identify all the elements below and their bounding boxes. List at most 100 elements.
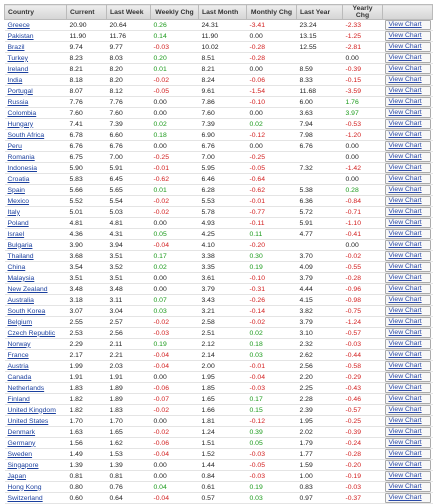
- view-chart-button[interactable]: View Chart: [384, 438, 431, 448]
- country-link[interactable]: Spain: [7, 186, 25, 194]
- value-cell: 3.94: [106, 239, 151, 251]
- country-link[interactable]: Hong Kong: [7, 483, 42, 491]
- country-link[interactable]: Canada: [7, 373, 32, 381]
- view-chart-button[interactable]: View Chart: [384, 229, 431, 239]
- view-chart-button[interactable]: View Chart: [384, 273, 431, 283]
- country-link[interactable]: Croatia: [7, 175, 30, 183]
- column-header[interactable]: Country: [4, 4, 67, 20]
- view-chart-button[interactable]: View Chart: [384, 207, 431, 217]
- country-link[interactable]: Poland: [7, 219, 29, 227]
- country-link[interactable]: Brazil: [7, 43, 25, 51]
- view-chart-button[interactable]: View Chart: [384, 361, 431, 371]
- column-header[interactable]: Current: [66, 4, 107, 20]
- view-chart-button[interactable]: View Chart: [384, 427, 431, 437]
- value-cell: -0.39: [342, 426, 383, 438]
- country-link[interactable]: Austria: [7, 362, 29, 370]
- country-link[interactable]: Norway: [7, 340, 31, 348]
- view-chart-button[interactable]: View Chart: [384, 493, 431, 503]
- country-link[interactable]: Hungary: [7, 120, 34, 128]
- country-link[interactable]: Malaysia: [7, 274, 35, 282]
- country-link[interactable]: China: [7, 263, 26, 271]
- country-link[interactable]: South Korea: [7, 307, 46, 315]
- country-link[interactable]: Peru: [7, 142, 22, 150]
- column-header[interactable]: Last Year: [296, 4, 343, 20]
- view-chart-button[interactable]: View Chart: [384, 372, 431, 382]
- view-chart-button[interactable]: View Chart: [384, 119, 431, 129]
- country-link[interactable]: Greece: [7, 21, 30, 29]
- view-chart-button[interactable]: View Chart: [384, 482, 431, 492]
- column-header[interactable]: Monthly Chg: [246, 4, 297, 20]
- view-chart-button[interactable]: View Chart: [384, 449, 431, 459]
- value-cell: 2.62: [296, 349, 343, 361]
- view-chart-button[interactable]: View Chart: [384, 394, 431, 404]
- country-link[interactable]: Mexico: [7, 197, 30, 205]
- view-chart-button[interactable]: View Chart: [384, 218, 431, 228]
- country-link[interactable]: Thailand: [7, 252, 34, 260]
- view-chart-button[interactable]: View Chart: [384, 240, 431, 250]
- view-chart-button[interactable]: View Chart: [384, 383, 431, 393]
- view-chart-button[interactable]: View Chart: [384, 262, 431, 272]
- country-link[interactable]: Bulgaria: [7, 241, 33, 249]
- country-link[interactable]: Portugal: [7, 87, 33, 95]
- country-link[interactable]: Pakistan: [7, 32, 34, 40]
- country-link[interactable]: New Zealand: [7, 285, 48, 293]
- country-link[interactable]: Colombia: [7, 109, 37, 117]
- country-link[interactable]: United States: [7, 417, 49, 425]
- view-chart-button[interactable]: View Chart: [384, 152, 431, 162]
- country-link[interactable]: Sweden: [7, 450, 33, 458]
- view-chart-button[interactable]: View Chart: [384, 42, 431, 52]
- view-chart-button[interactable]: View Chart: [384, 251, 431, 261]
- view-chart-button[interactable]: View Chart: [384, 86, 431, 96]
- view-chart-button[interactable]: View Chart: [384, 405, 431, 415]
- view-chart-button[interactable]: View Chart: [384, 317, 431, 327]
- column-header[interactable]: Yearly Chg: [342, 4, 383, 20]
- country-link[interactable]: Australia: [7, 296, 34, 304]
- view-chart-button[interactable]: View Chart: [384, 196, 431, 206]
- country-link[interactable]: Italy: [7, 208, 20, 216]
- country-link[interactable]: Czech Republic: [7, 329, 56, 337]
- view-chart-button[interactable]: View Chart: [384, 185, 431, 195]
- view-chart-button[interactable]: View Chart: [384, 31, 431, 41]
- country-link[interactable]: Belgium: [7, 318, 33, 326]
- view-chart-button[interactable]: View Chart: [384, 141, 431, 151]
- country-link[interactable]: Indonesia: [7, 164, 37, 172]
- country-link[interactable]: France: [7, 351, 29, 359]
- view-chart-button[interactable]: View Chart: [384, 328, 431, 338]
- view-chart-button[interactable]: View Chart: [384, 306, 431, 316]
- view-chart-button[interactable]: View Chart: [384, 471, 431, 481]
- column-header[interactable]: Weekly Chg: [150, 4, 199, 20]
- view-chart-button[interactable]: View Chart: [384, 53, 431, 63]
- country-link[interactable]: Denmark: [7, 428, 36, 436]
- country-link[interactable]: Turkey: [7, 54, 29, 62]
- country-link[interactable]: Netherlands: [7, 384, 45, 392]
- view-chart-button[interactable]: View Chart: [384, 130, 431, 140]
- country-link[interactable]: United Kingdom: [7, 406, 56, 414]
- country-link[interactable]: Ireland: [7, 65, 29, 73]
- country-link[interactable]: Switzerland: [7, 494, 43, 502]
- country-link[interactable]: Germany: [7, 439, 36, 447]
- view-chart-button[interactable]: View Chart: [384, 64, 431, 74]
- view-chart-button[interactable]: View Chart: [384, 460, 431, 470]
- country-link[interactable]: Romania: [7, 153, 35, 161]
- country-link[interactable]: Japan: [7, 472, 27, 480]
- country-link[interactable]: South Africa: [7, 131, 45, 139]
- view-chart-button[interactable]: View Chart: [384, 108, 431, 118]
- view-chart-button[interactable]: View Chart: [384, 75, 431, 85]
- view-chart-button[interactable]: View Chart: [384, 20, 431, 30]
- view-chart-button[interactable]: View Chart: [384, 97, 431, 107]
- view-chart-button[interactable]: View Chart: [384, 339, 431, 349]
- column-header[interactable]: Last Week: [106, 4, 151, 20]
- country-link[interactable]: Singapore: [7, 461, 39, 469]
- view-chart-button[interactable]: View Chart: [384, 416, 431, 426]
- column-header[interactable]: Last Month: [198, 4, 247, 20]
- view-chart-button[interactable]: View Chart: [384, 284, 431, 294]
- country-link[interactable]: India: [7, 76, 23, 84]
- view-chart-button[interactable]: View Chart: [384, 295, 431, 305]
- country-link[interactable]: Russia: [7, 98, 29, 106]
- country-link[interactable]: Israel: [7, 230, 25, 238]
- country-link[interactable]: Finland: [7, 395, 30, 403]
- view-chart-button[interactable]: View Chart: [384, 350, 431, 360]
- table-row: Israel 4.36 4.31 0.05 4.25 0.11 4.77 -0.41 View …: [4, 228, 433, 240]
- view-chart-button[interactable]: View Chart: [384, 174, 431, 184]
- view-chart-button[interactable]: View Chart: [384, 163, 431, 173]
